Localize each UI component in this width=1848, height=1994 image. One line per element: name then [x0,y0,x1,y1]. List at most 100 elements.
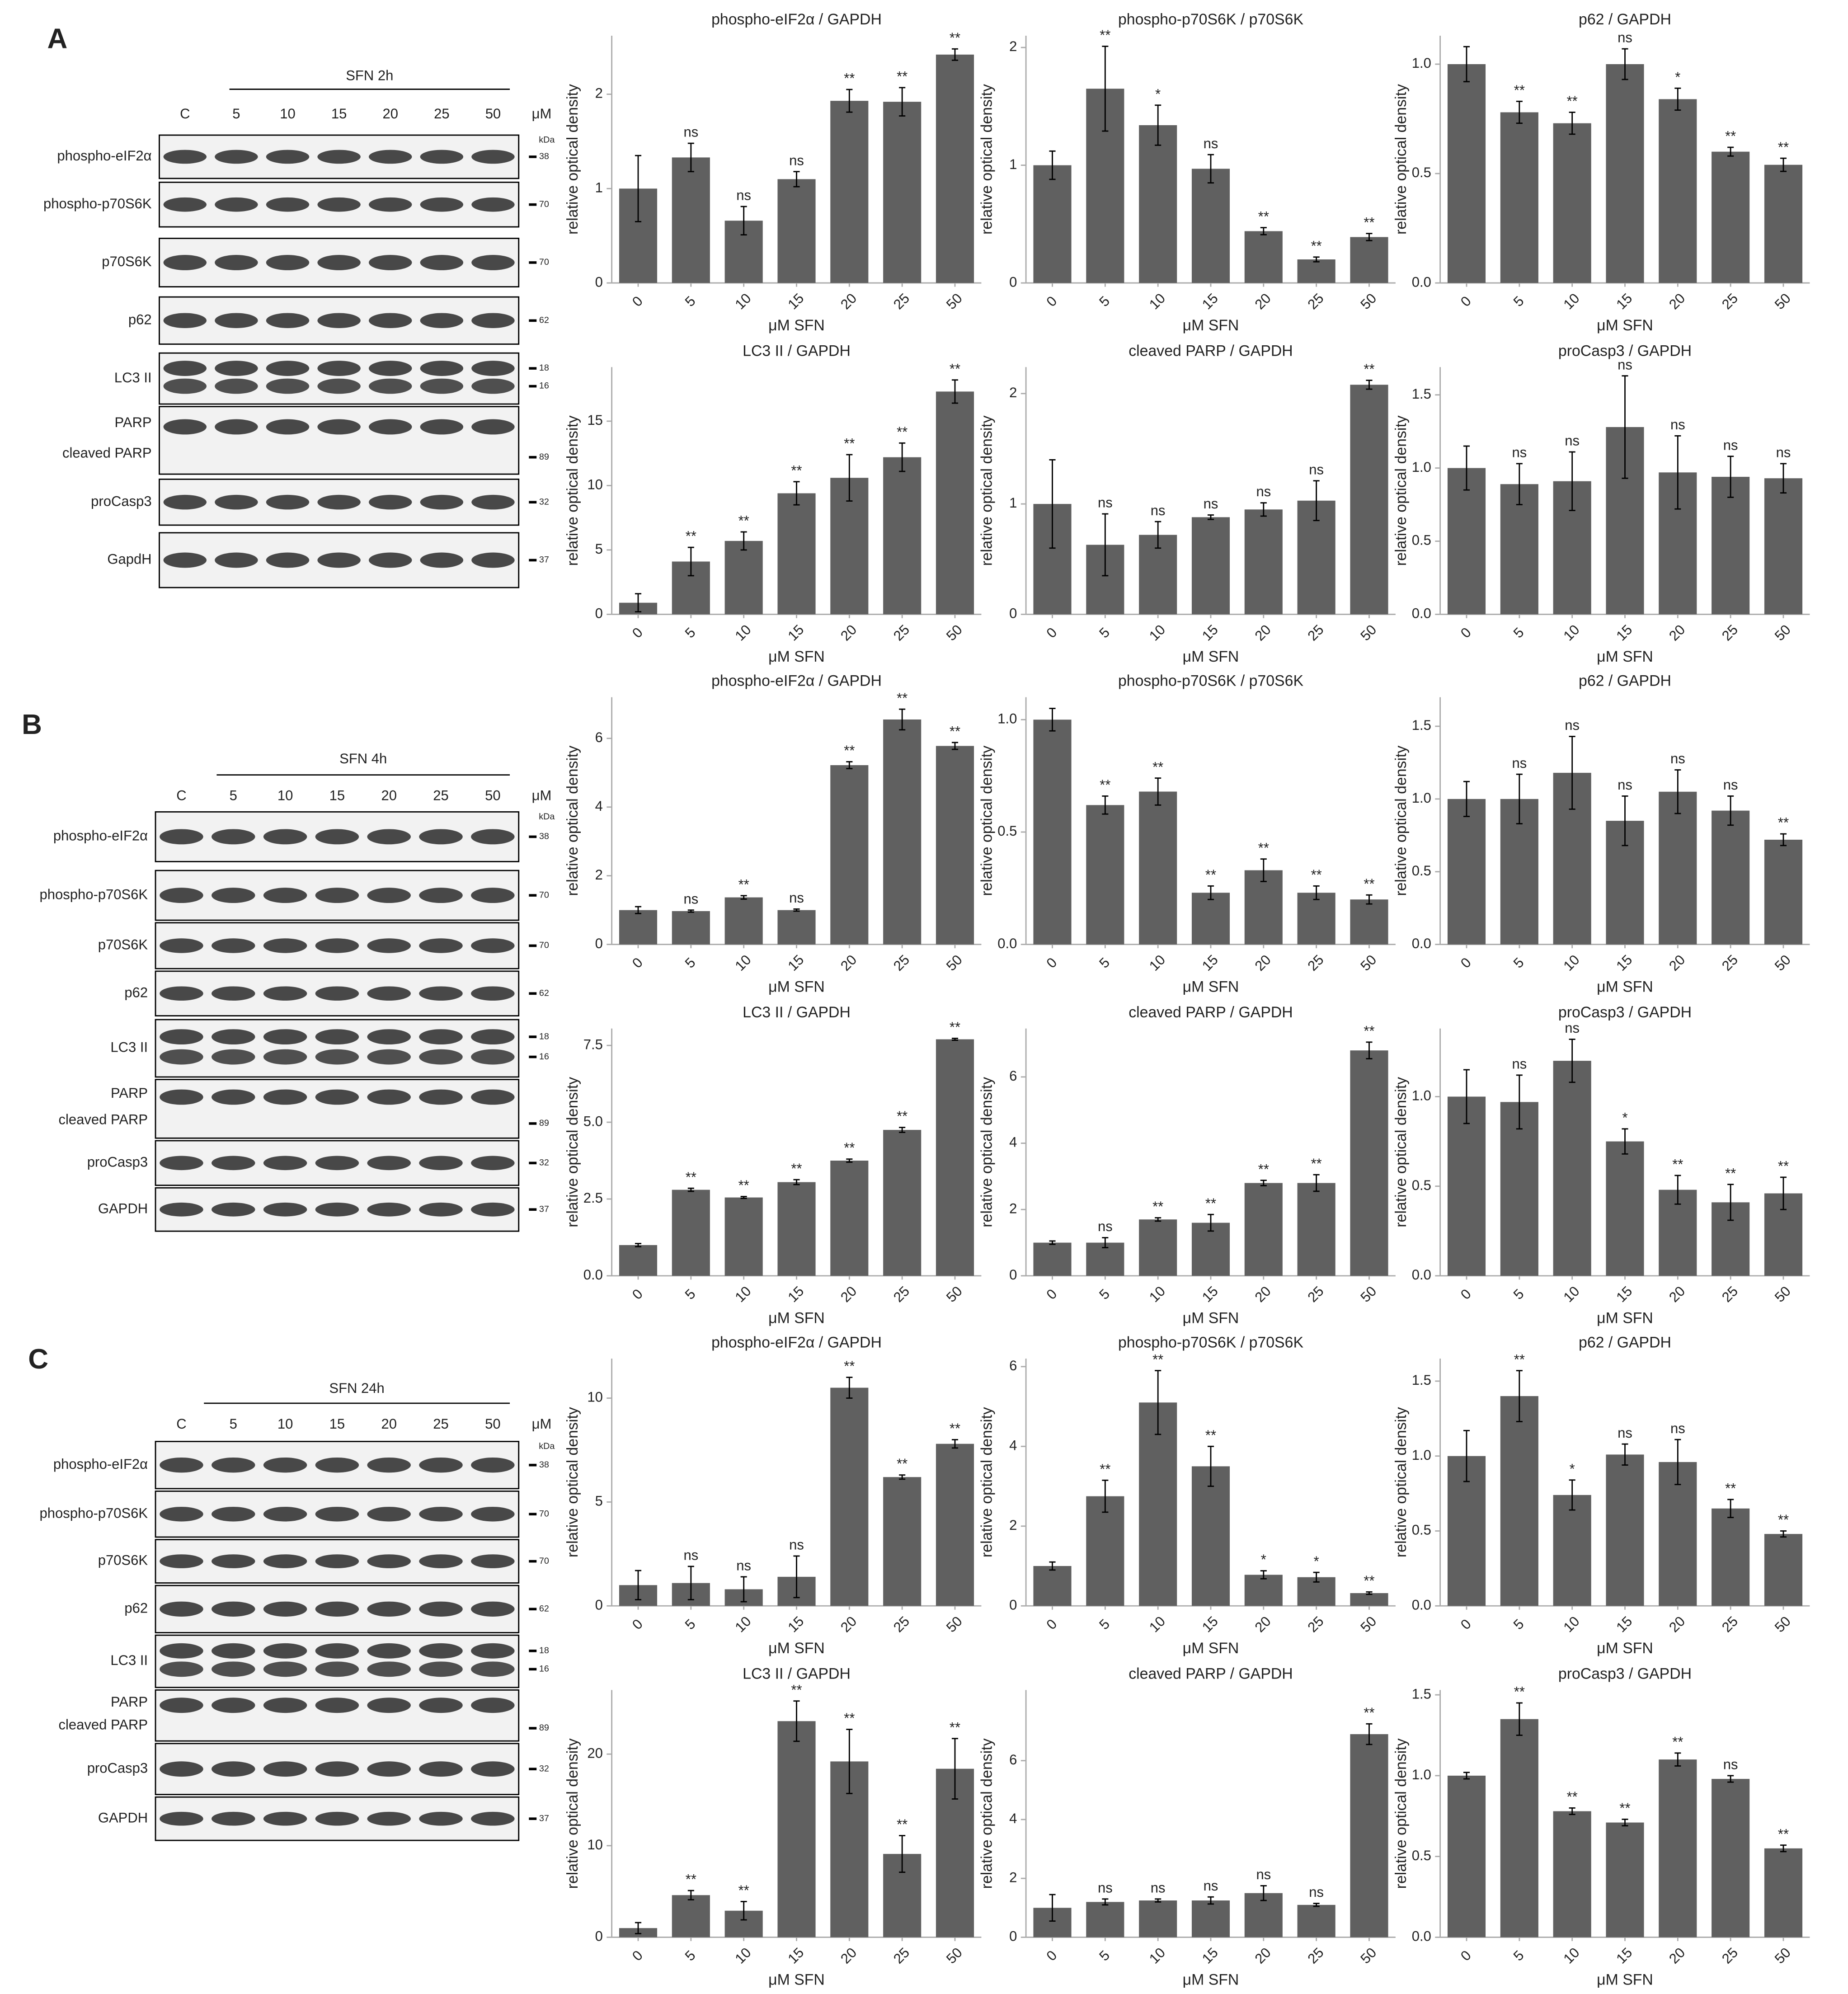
x-tick-label: 50 [943,1613,965,1635]
bar [1350,1050,1388,1276]
significance-label: ns [736,1558,751,1574]
significance-label: ** [791,1682,802,1698]
error-bar [899,442,906,472]
blot-band [163,552,207,568]
blot-band [420,361,464,376]
error-bar [1569,736,1575,810]
lane-label: 10 [280,106,295,122]
error-bar [1516,100,1523,124]
bar [883,457,922,615]
blot-band [367,888,411,903]
y-tick-label: 0.0 [1412,274,1431,290]
bar [672,911,710,945]
significance-label: ** [791,462,802,478]
blot-band [263,1643,307,1659]
blot-band [367,986,411,1001]
lane-label: 20 [381,788,396,804]
x-tick-label: 10 [732,621,754,644]
blot-band [315,1554,359,1568]
blot-band [315,1156,359,1171]
bar [1139,1219,1177,1276]
x-tick-label: 50 [1357,952,1379,974]
blot-row-label: p70S6K [102,254,152,269]
significance-label: ns [1618,777,1632,793]
y-axis-label: relative optical density [564,746,581,896]
bar [619,910,658,945]
blot-band [212,1506,255,1522]
blot-row-label: phospho-eIF2α [57,148,151,164]
blot-band [317,150,361,164]
error-bar [1622,1128,1628,1155]
chart-title: cleaved PARP / GAPDH [1129,1665,1293,1682]
error-bar [846,454,853,502]
y-tick-label: 1.0 [1412,1447,1431,1463]
marker-label: 70 [539,1509,549,1519]
marker-label: 32 [539,1764,549,1773]
x-tick-label: 10 [732,1283,754,1305]
x-tick-label: 15 [785,1613,807,1635]
bar [1244,231,1283,283]
y-axis-label: relative optical density [978,746,995,896]
significance-label: ** [1778,1512,1789,1528]
bar [1712,1779,1750,1938]
significance-label: ns [1670,1420,1685,1436]
x-tick-label: 25 [890,1283,912,1305]
blot-row-label: PARP [111,1694,148,1710]
blot-band [369,313,412,328]
marker-label: 38 [539,151,549,161]
error-bar [793,1555,800,1599]
blot-band [212,1643,255,1659]
x-tick-label: 50 [1772,1613,1794,1635]
blot-band [471,313,515,328]
marker-label: 70 [539,1556,549,1566]
blot-band [212,938,255,953]
bar [1033,720,1072,945]
significance-label: ns [1670,751,1685,767]
significance-label: ** [1364,361,1374,377]
y-tick-label: 7.5 [583,1036,603,1052]
x-tick-label: 0 [1043,293,1060,310]
significance-label: ns [789,890,804,906]
significance-label: ** [844,1358,855,1374]
marker-label: 62 [539,1604,549,1614]
bar [1764,1848,1803,1938]
y-tick-label: 15 [587,412,602,428]
blot-band [266,197,310,212]
significance-label: ns [1151,503,1166,518]
marker-label: 38 [539,832,549,842]
blot-row-label: proCasp3 [87,1760,148,1776]
significance-label: ** [950,30,960,46]
blot-band [160,938,203,953]
blot-band [160,986,203,1001]
x-axis-label: μM SFN [1183,978,1239,995]
x-tick-label: 50 [1357,621,1379,644]
blot-band [212,1661,255,1677]
blot-band [367,1811,411,1826]
error-bar [1102,1237,1109,1248]
blot-row-label: p62 [124,1600,148,1616]
blot-band [471,829,515,845]
blot-band [212,1457,255,1473]
x-tick-label: 0 [629,293,646,310]
blot-band [367,1089,411,1105]
error-bar [1366,1041,1373,1059]
significance-label: ** [1672,1156,1683,1172]
error-bar [1727,1775,1734,1783]
significance-label: ** [1619,1800,1630,1816]
error-bar [846,1377,853,1399]
x-axis-label: μM SFN [768,1640,825,1657]
x-tick-label: 25 [890,290,912,312]
significance-label: ** [686,1169,696,1185]
error-bar [1727,456,1734,498]
bar [1712,477,1750,615]
kda-label: kDa [539,812,555,822]
y-tick-label: 0.0 [1412,605,1431,621]
bar [830,1161,869,1276]
significance-label: ** [950,1719,960,1735]
error-bar [635,1922,642,1934]
bar [1764,1534,1803,1606]
bar [936,54,974,283]
significance-label: ** [1725,1480,1736,1496]
x-tick-label: 5 [682,1616,699,1632]
bar [883,102,922,283]
